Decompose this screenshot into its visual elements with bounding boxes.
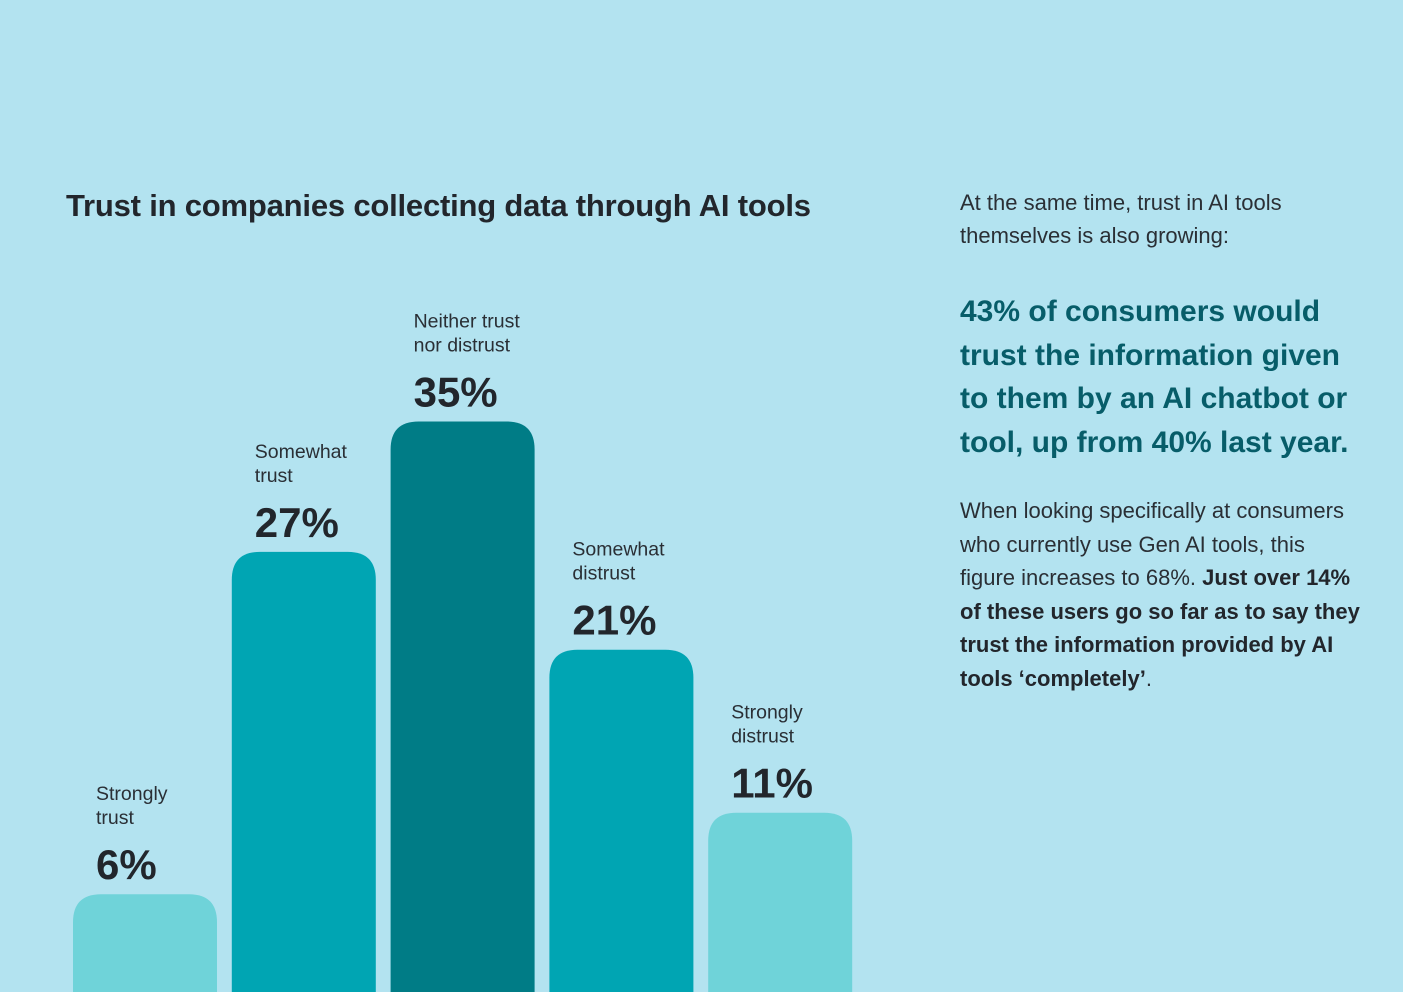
category-label-3-line-1: Neither trust <box>414 311 521 333</box>
bar-3 <box>390 421 535 992</box>
value-label-3: 35% <box>414 369 498 416</box>
category-label-5-line-1: Strongly <box>731 702 803 724</box>
value-label-2: 27% <box>255 499 339 546</box>
category-label-3-line-2: nor distrust <box>414 335 511 357</box>
bar-chart: 6%Stronglytrust27%Somewhattrust35%Neithe… <box>73 311 853 992</box>
value-label-5: 11% <box>731 760 813 807</box>
bar-2 <box>231 551 376 992</box>
category-label-1-line-2: trust <box>96 807 135 829</box>
category-label-1-line-1: Strongly <box>96 783 168 805</box>
category-label-2-line-1: Somewhat <box>255 441 348 463</box>
side-body-bold: Just over 14% of these users go so far a… <box>960 565 1360 691</box>
side-body-plain: When looking specifically at consumers w… <box>960 498 1344 590</box>
category-label-4-line-1: Somewhat <box>572 539 665 561</box>
side-body-text: When looking specifically at consumers w… <box>960 494 1360 695</box>
side-body-end: . <box>1145 665 1152 691</box>
side-intro-text: At the same time, trust in AI tools them… <box>960 190 1282 248</box>
bar-5 <box>708 812 853 992</box>
bar-1 <box>73 894 217 992</box>
value-label-4: 21% <box>572 597 656 644</box>
value-label-1: 6% <box>96 841 157 888</box>
category-label-4-line-2: distrust <box>572 563 635 585</box>
category-label-2-line-2: trust <box>255 465 294 487</box>
bar-4 <box>549 649 694 992</box>
chart-title: Trust in companies collecting data throu… <box>66 188 811 223</box>
side-highlight-stat: 43% of consumers would trust the informa… <box>960 295 1349 459</box>
side-panel: At the same time, trust in AI tools them… <box>960 186 1360 695</box>
category-label-5-line-2: distrust <box>731 726 794 748</box>
